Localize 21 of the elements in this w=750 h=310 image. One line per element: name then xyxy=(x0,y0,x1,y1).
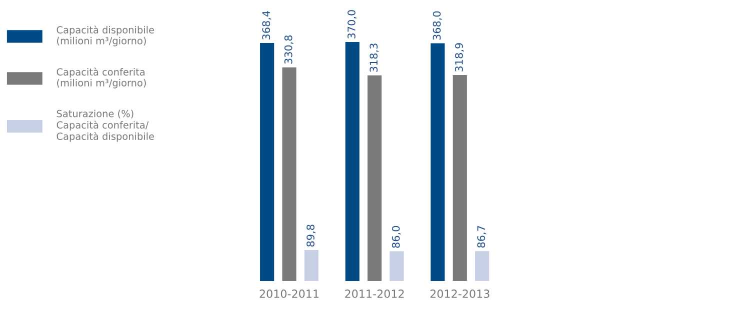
data-label: 86,0 xyxy=(392,226,401,248)
x-tick-label: 2010-2011 xyxy=(260,290,319,298)
legend-label: Saturazione (%) Capacità conferita/ Capacità disponibile xyxy=(56,110,154,142)
bar xyxy=(368,75,382,281)
legend-label: Capacità disponibile (milioni m³/giorno) xyxy=(56,26,154,46)
bar xyxy=(260,43,274,281)
bar xyxy=(282,67,296,281)
data-label: 368,4 xyxy=(262,11,272,40)
bar xyxy=(452,75,467,281)
data-label: 89,8 xyxy=(306,224,316,247)
data-label: 86,7 xyxy=(477,226,486,248)
data-label: 318,3 xyxy=(370,44,379,72)
data-label: 318,9 xyxy=(455,43,464,72)
data-label: 370,0 xyxy=(348,10,356,38)
legend-label: Capacità conferita (milioni m³/giorno) xyxy=(56,68,146,88)
x-tick-label: 2011-2012 xyxy=(345,290,404,298)
data-label: 368,0 xyxy=(432,11,442,40)
x-tick-label: 2012-2013 xyxy=(430,290,490,298)
data-label: 330,8 xyxy=(284,35,294,64)
bar xyxy=(345,42,360,281)
bar xyxy=(430,43,445,281)
